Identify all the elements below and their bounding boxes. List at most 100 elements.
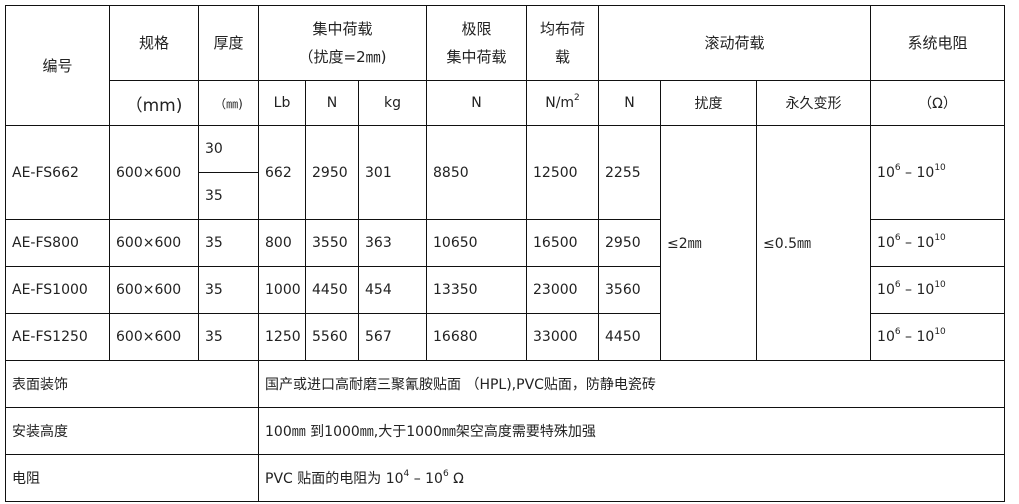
res-base: 10 [877, 282, 895, 298]
header-ultimate-load: 极限 集中荷载 [426, 5, 527, 81]
cell-rolling-n: 2255 [598, 125, 661, 220]
unit-rolling-permanent: 永久变形 [755, 80, 872, 126]
unit-exp: 2 [574, 93, 580, 103]
header-line: 集中荷载 [312, 20, 373, 38]
unit-lb: Lb [258, 80, 306, 126]
cell-thickness: 35 [198, 219, 259, 267]
header-row-2: （mm) （㎜) Lb N kg N N/m2 N 扰度 永久变形 （Ω） [6, 80, 1006, 126]
header-code: 编号 [5, 5, 110, 126]
unit-spec: （mm) [109, 80, 199, 126]
table-row: AE-FS662 600×600 30 662 2950 301 8850 12… [5, 125, 1006, 361]
exp: 4 [403, 469, 410, 479]
cell-code: AE-FS800 [5, 219, 110, 267]
res-sep: – [900, 164, 917, 181]
cell-kg: 301 [358, 125, 427, 220]
header-row-1: 编号 规格 厚度 集中荷载 （扰度=2㎜) 极限 集中荷载 均布荷载 滚动荷载 系统… [5, 5, 1006, 126]
table-row: AE-FS1000 600×600 35 1000 4450 454 13350… [5, 266, 1006, 314]
cell-spec: 600×600 [109, 313, 199, 361]
unit-kg: kg [358, 80, 427, 126]
cell-code: AE-FS1250 [5, 313, 110, 361]
cell-thickness: 30 [198, 125, 259, 173]
cell-lb: 1000 [258, 266, 306, 314]
unit-uniform: N/m2 [526, 80, 599, 126]
res-exp: 10 [934, 327, 946, 337]
footer-label: 电阻 [5, 454, 259, 502]
table-row: AE-FS800 600×600 35 800 3550 363 10650 1… [5, 219, 1006, 267]
footer-label: 安装高度 [5, 407, 259, 455]
cell-kg: 567 [358, 313, 427, 361]
cell-uniform: 16500 [526, 219, 599, 267]
header-rolling-load: 滚动荷载 [597, 5, 872, 81]
cell-spec: 600×600 [109, 219, 199, 267]
cell-ultimate: 8850 [426, 125, 527, 220]
cell-rolling-n: 4450 [598, 313, 661, 361]
cell-ultimate: 16680 [426, 313, 527, 361]
header-spec: 规格 [109, 5, 199, 81]
res-base: 10 [877, 329, 895, 345]
unit-rolling-n: N [598, 80, 661, 126]
footer-label: 表面装饰 [5, 360, 259, 408]
header-concentrated-load: 集中荷载 （扰度=2㎜) [258, 5, 427, 81]
cell-thickness: 35 [198, 313, 259, 361]
cell-ultimate: 10650 [426, 219, 527, 267]
footer-row-surface: 表面装饰 国产或进口高耐磨三聚氰胺贴面 （HPL),PVC贴面，防静电瓷砖 [5, 360, 1006, 408]
header-line: 极限 [461, 20, 492, 38]
cell-rolling-permanent: ≤0.5㎜ [755, 125, 872, 361]
footer-value: 100㎜ 到1000㎜,大于1000㎜架空高度需要特殊加强 [257, 407, 1006, 455]
unit-ohm: （Ω） [870, 80, 1006, 126]
cell-n: 5560 [305, 313, 359, 361]
res-exp: 10 [934, 162, 946, 173]
res-base: 10 [916, 164, 935, 181]
footer-row-resistance: 电阻 PVC 贴面的电阻为 104 – 106 Ω [5, 454, 1006, 502]
res-sep: – [900, 282, 917, 298]
cell-code: AE-FS662 [5, 125, 110, 220]
cell-rolling-n: 3560 [598, 266, 661, 314]
cell-uniform: 23000 [526, 266, 599, 314]
header-thickness: 厚度 [198, 5, 259, 81]
cell-resistance: 106 – 1010 [870, 219, 1006, 267]
cell-n: 3550 [305, 219, 359, 267]
res-exp: 6 [894, 327, 901, 337]
cell-kg: 454 [358, 266, 427, 314]
unit-n: N [305, 80, 359, 126]
res-base: 10 [877, 235, 895, 251]
spec-table: 编号 规格 厚度 集中荷载 （扰度=2㎜) 极限 集中荷载 均布荷载 滚动荷载 系统… [5, 5, 1006, 502]
cell-rolling-n: 2950 [598, 219, 661, 267]
res-base: 10 [877, 164, 895, 181]
header-line: 均布荷 [539, 20, 585, 38]
cell-thickness: 35 [198, 266, 259, 314]
header-uniform-load: 均布荷载 [526, 5, 599, 81]
cell-n: 2950 [305, 125, 359, 220]
cell-resistance: 106 – 1010 [870, 125, 1006, 220]
header-line: （扰度=2㎜) [298, 48, 387, 66]
cell-kg: 363 [358, 219, 427, 267]
res-exp: 10 [934, 280, 946, 290]
text: – 10 [409, 471, 443, 487]
footer-row-height: 安装高度 100㎜ 到1000㎜,大于1000㎜架空高度需要特殊加强 [5, 407, 1006, 455]
res-sep: – [900, 235, 917, 251]
text: Ω [448, 471, 464, 487]
res-base: 10 [916, 235, 935, 251]
table-row: 35 [6, 172, 1005, 220]
unit-thickness: （㎜) [198, 80, 259, 126]
cell-ultimate: 13350 [426, 266, 527, 314]
cell-lb: 800 [258, 219, 306, 267]
footer-value: PVC 贴面的电阻为 104 – 106 Ω [257, 454, 1006, 502]
exp: 6 [442, 469, 449, 479]
cell-uniform: 12500 [526, 125, 599, 220]
res-base: 10 [916, 282, 935, 298]
header-resistance: 系统电阻 [870, 5, 1006, 81]
text: PVC 贴面的电阻为 10 [265, 471, 404, 487]
header-line: 集中荷载 [446, 48, 507, 66]
res-exp: 6 [894, 233, 901, 243]
res-exp: 6 [894, 162, 901, 173]
cell-resistance: 106 – 1010 [870, 313, 1006, 361]
unit-text: N/m [545, 95, 575, 111]
cell-rolling-deflection: ≤2㎜ [660, 125, 757, 361]
cell-code: AE-FS1000 [5, 266, 110, 314]
res-base: 10 [916, 329, 935, 345]
cell-spec: 600×600 [109, 125, 199, 220]
res-exp: 6 [894, 280, 901, 290]
cell-resistance: 106 – 1010 [870, 266, 1006, 314]
res-sep: – [900, 329, 917, 345]
